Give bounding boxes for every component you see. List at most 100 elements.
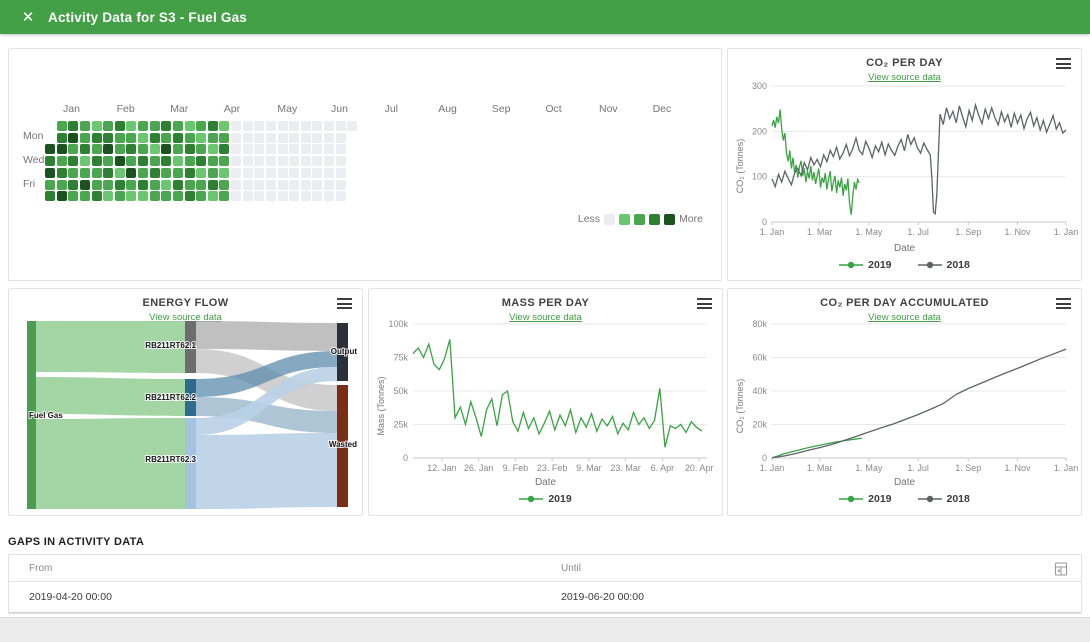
heatmap-cell [161, 156, 172, 167]
svg-text:0: 0 [403, 453, 408, 463]
co2-per-day-plot: 0 100 200 300 1. Jan 1. Mar 1. May 1. Jul 1. Sep… [742, 81, 1078, 239]
heatmap-cell [312, 156, 323, 167]
sankey-node-label: RB211RT62.2 [145, 393, 196, 402]
export-table-icon[interactable] [1053, 561, 1069, 582]
view-source-data-link[interactable]: View source data [868, 72, 941, 83]
hamburger-menu-icon[interactable] [337, 298, 352, 312]
hamburger-menu-icon[interactable] [697, 298, 712, 312]
heatmap-cell [68, 156, 79, 167]
hamburger-menu-icon[interactable] [1056, 298, 1071, 312]
heatmap-cell [289, 144, 300, 155]
sankey-link [196, 351, 337, 397]
heatmap-cell [196, 156, 207, 167]
energy-flow-card: ENERGY FLOW View source data Fuel Gas RB2… [8, 288, 363, 516]
heatmap-cell [184, 179, 195, 190]
co2-per-day-card: CO₂ PER DAY View source data CO₂ (Tonnes… [727, 48, 1082, 281]
view-source-data-link[interactable]: View source data [509, 312, 582, 323]
heatmap-cell [114, 121, 125, 131]
heatmap-legend-swatch-0 [604, 213, 616, 225]
heatmap-cell [103, 121, 114, 131]
hamburger-menu-icon[interactable] [1056, 58, 1071, 72]
heatmap-cell [184, 191, 195, 202]
heatmap-cell [335, 156, 346, 167]
heatmap-cell [91, 132, 102, 143]
heatmap-legend-more-label: More [679, 213, 703, 225]
view-source-data-link[interactable]: View source data [868, 312, 941, 323]
heatmap-cell [172, 144, 183, 155]
heatmap-cell [79, 191, 90, 202]
heatmap-cell [91, 167, 102, 178]
view-source-data-link[interactable]: View source data [149, 312, 222, 323]
heatmap-cell [207, 167, 218, 178]
heatmap-legend-swatch-3 [649, 213, 661, 225]
svg-text:1. Jan: 1. Jan [1054, 227, 1079, 237]
heatmap-cell [68, 167, 79, 178]
svg-text:1. Mar: 1. Mar [807, 227, 833, 237]
heatmap-cell [56, 179, 67, 190]
heatmap-cell [45, 167, 55, 178]
heatmap-cell [254, 132, 265, 143]
heatmap-cell [231, 191, 242, 202]
heatmap-cell [79, 121, 90, 131]
sankey-node-label: Output [331, 347, 358, 356]
legend-item-2019[interactable]: 2019 [519, 493, 572, 505]
legend-item-2019[interactable]: 2019 [839, 259, 892, 271]
heatmap-cell [300, 156, 311, 167]
svg-text:100: 100 [752, 172, 767, 182]
gaps-table-row: 2019-04-20 00:00 2019-06-20 00:00 [9, 582, 1081, 613]
mass_per_day-svg: 0 25k 50k 75k 100k 12. Jan 26. Jan 9. Feb 23. Fe… [388, 319, 713, 473]
chart-legend: 2019 2018 [728, 493, 1081, 505]
heatmap-cell [196, 121, 207, 131]
heatmap-cell [324, 191, 335, 202]
chart-legend: 2019 2018 [728, 259, 1081, 271]
heatmap-cell [184, 121, 195, 131]
heatmap-cell [56, 156, 67, 167]
svg-text:9. Mar: 9. Mar [576, 463, 602, 473]
heatmap-cell [138, 132, 149, 143]
heatmap-legend-swatch-2 [634, 213, 646, 225]
sankey-node-label: Wasted [329, 440, 357, 449]
heatmap-cell [324, 121, 335, 131]
heatmap-cell [45, 144, 55, 155]
heatmap-cell [161, 132, 172, 143]
svg-text:1. Nov: 1. Nov [1005, 463, 1032, 473]
heatmap-cell [289, 132, 300, 143]
gaps-table-header: From Until [9, 555, 1081, 582]
heatmap-cell [312, 191, 323, 202]
sankey-node [337, 385, 348, 507]
heatmap-cell [103, 144, 114, 155]
sankey-node [185, 379, 196, 416]
heatmap-cell [196, 191, 207, 202]
heatmap-cell [103, 132, 114, 143]
close-icon[interactable]: ✕ [8, 0, 48, 34]
co2_per_day-svg: 0 100 200 300 1. Jan 1. Mar 1. May 1. Jul 1. Sep… [752, 81, 1078, 237]
svg-text:12. Jan: 12. Jan [427, 463, 457, 473]
energy-flow-sankey: Fuel Gas RB211RT62.1 RB211RT62.2 RB211RT62.… [13, 319, 360, 511]
heatmap-cell [277, 156, 288, 167]
sankey-link [196, 367, 337, 435]
heatmap-cell [79, 179, 90, 190]
heatmap-cell [161, 179, 172, 190]
heatmap-cell [172, 121, 183, 131]
legend-item-2018[interactable]: 2018 [917, 493, 970, 505]
legend-item-2018[interactable]: 2018 [917, 259, 970, 271]
heatmap-cell [254, 121, 265, 131]
heatmap-cell [324, 144, 335, 155]
heatmap-legend-swatch-4 [664, 213, 676, 225]
heatmap-cell [219, 156, 230, 167]
sankey-node [337, 323, 348, 381]
legend-item-2019[interactable]: 2019 [839, 493, 892, 505]
heatmap-month-sep: Sep [491, 103, 511, 115]
heatmap-cell [149, 144, 160, 155]
heatmap-cell [56, 132, 67, 143]
svg-text:6. Apr: 6. Apr [651, 463, 675, 473]
app-header: ✕ Activity Data for S3 - Fuel Gas [0, 0, 1090, 34]
heatmap-cell [103, 156, 114, 167]
gap-until-value: 2019-06-20 00:00 [561, 591, 644, 603]
svg-text:1. Sep: 1. Sep [955, 463, 981, 473]
series-line-2019 [412, 339, 703, 448]
heatmap-cell [207, 179, 218, 190]
heatmap-cell [254, 144, 265, 155]
heatmap-cell [219, 179, 230, 190]
heatmap-day-label-wed: Wed [23, 154, 45, 166]
